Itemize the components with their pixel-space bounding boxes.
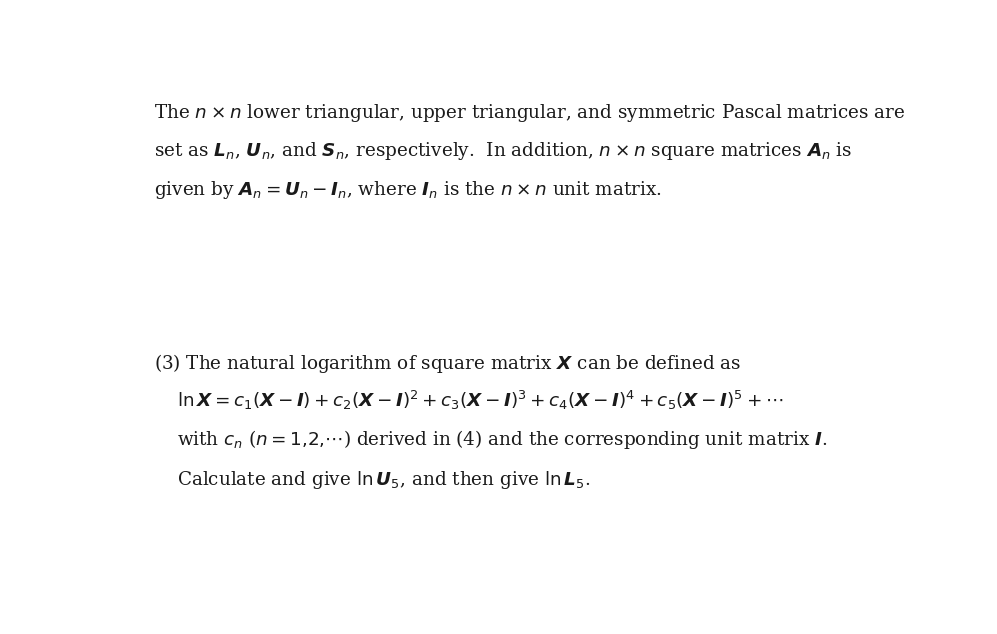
Text: given by $\boldsymbol{A}_{n} = \boldsymbol{U}_{n} - \boldsymbol{I}_{n}$, where $: given by $\boldsymbol{A}_{n} = \boldsymb… [154, 179, 662, 201]
Text: with $c_n$ ($n = 1{,}2{,}\cdots$) derived in (4) and the corresponding unit matr: with $c_n$ ($n = 1{,}2{,}\cdots$) derive… [177, 428, 828, 451]
Text: Calculate and give $\mathrm{ln}\,\boldsymbol{U}_5$, and then give $\mathrm{ln}\,: Calculate and give $\mathrm{ln}\,\boldsy… [177, 469, 591, 491]
Text: set as $\boldsymbol{L}_{n}$, $\boldsymbol{U}_{n}$, and $\boldsymbol{S}_{n}$, res: set as $\boldsymbol{L}_{n}$, $\boldsymbo… [154, 140, 852, 162]
Text: $\mathrm{ln}\,\boldsymbol{X} = c_1(\boldsymbol{X} - \boldsymbol{I}) + c_2(\bolds: $\mathrm{ln}\,\boldsymbol{X} = c_1(\bold… [177, 389, 784, 412]
Text: The $n\times n$ lower triangular, upper triangular, and symmetric Pascal matrice: The $n\times n$ lower triangular, upper … [154, 101, 905, 124]
Text: (3) The natural logarithm of square matrix $\boldsymbol{X}$ can be defined as: (3) The natural logarithm of square matr… [154, 352, 741, 375]
